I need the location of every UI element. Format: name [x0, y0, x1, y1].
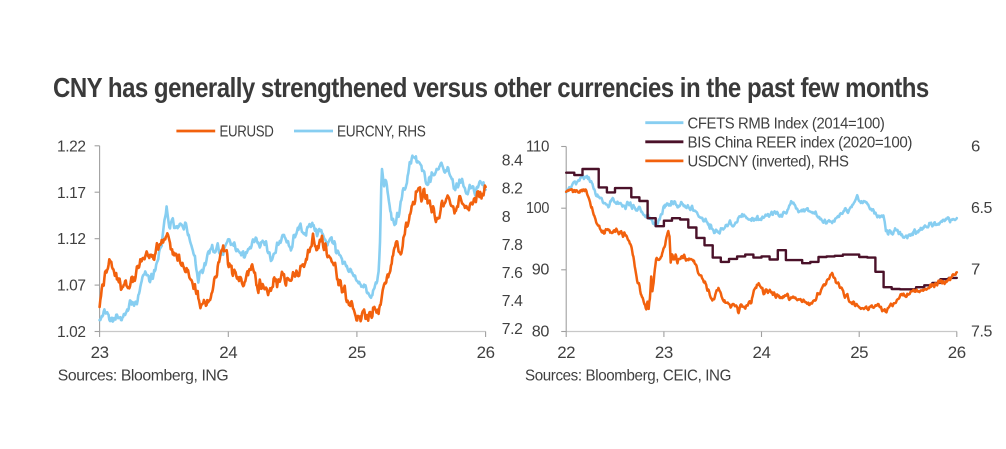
svg-text:7.2: 7.2: [502, 321, 523, 338]
svg-text:1.07: 1.07: [57, 278, 86, 295]
svg-text:1.02: 1.02: [57, 324, 86, 341]
svg-text:6.5: 6.5: [971, 200, 992, 217]
svg-text:100: 100: [526, 200, 549, 217]
svg-text:6: 6: [971, 138, 980, 155]
svg-text:7.4: 7.4: [502, 293, 523, 310]
svg-text:7.6: 7.6: [502, 265, 523, 282]
svg-text:24: 24: [219, 343, 237, 362]
svg-text:24: 24: [753, 343, 771, 362]
svg-text:8: 8: [502, 209, 511, 226]
svg-text:26: 26: [477, 343, 495, 362]
svg-text:23: 23: [655, 343, 673, 362]
svg-text:23: 23: [91, 343, 109, 362]
svg-text:8.2: 8.2: [502, 181, 523, 198]
svg-text:Sources: Bloomberg, CEIC, ING: Sources: Bloomberg, CEIC, ING: [525, 368, 731, 385]
svg-text:90: 90: [532, 262, 550, 279]
svg-text:7.5: 7.5: [971, 323, 992, 340]
svg-text:7.8: 7.8: [502, 237, 523, 254]
svg-text:Sources: Bloomberg, ING: Sources: Bloomberg, ING: [58, 368, 229, 385]
svg-text:1.12: 1.12: [57, 231, 86, 248]
svg-text:1.17: 1.17: [57, 185, 86, 202]
svg-text:110: 110: [526, 138, 549, 155]
svg-text:BIS China REER index (2020=100: BIS China REER index (2020=100): [688, 134, 913, 151]
svg-text:8.4: 8.4: [502, 153, 523, 170]
svg-text:USDCNY (inverted), RHS: USDCNY (inverted), RHS: [688, 154, 849, 171]
svg-text:1.22: 1.22: [57, 138, 86, 155]
svg-text:EURUSD: EURUSD: [220, 124, 274, 141]
svg-text:22: 22: [557, 343, 575, 362]
svg-text:25: 25: [348, 343, 366, 362]
svg-text:7: 7: [971, 262, 980, 279]
svg-text:25: 25: [850, 343, 868, 362]
svg-text:CFETS RMB Index (2014=100): CFETS RMB Index (2014=100): [688, 115, 885, 132]
svg-text:EURCNY, RHS: EURCNY, RHS: [337, 124, 426, 141]
svg-text:80: 80: [532, 323, 550, 340]
svg-text:26: 26: [948, 343, 966, 362]
